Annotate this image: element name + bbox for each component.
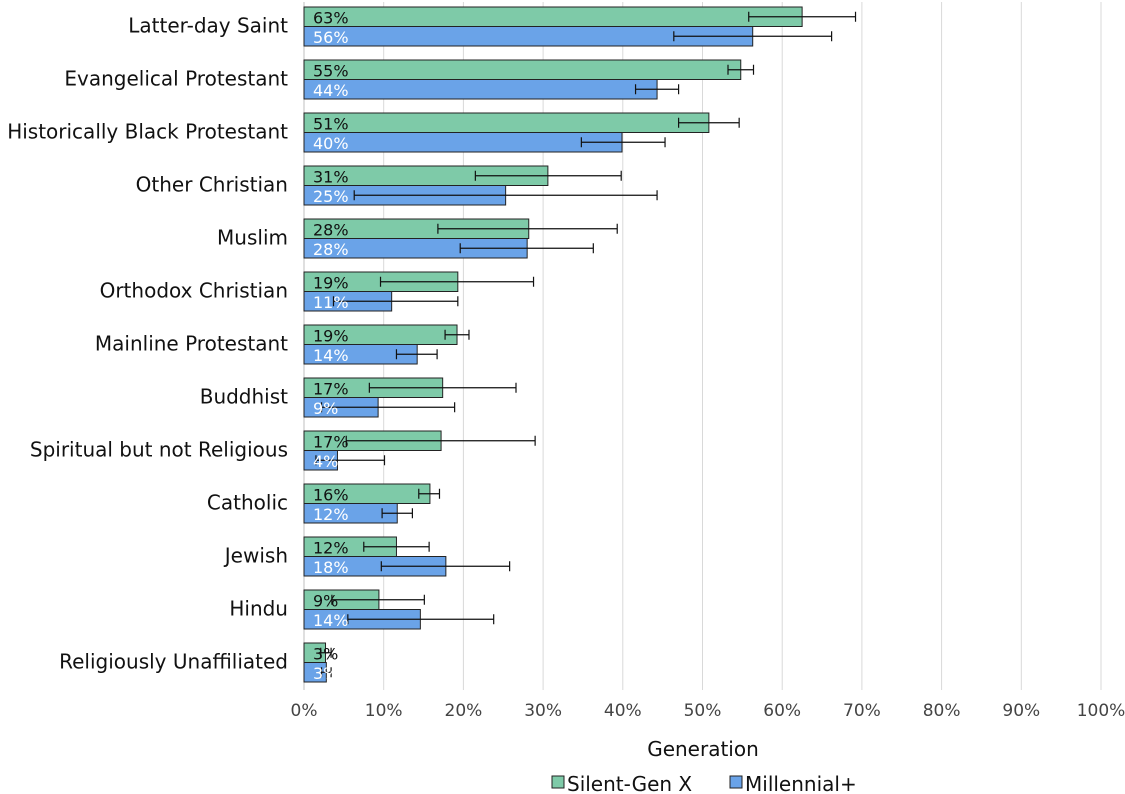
x-tick-label: 30%: [524, 701, 562, 721]
x-tick-label: 10%: [365, 701, 403, 721]
category-label: Historically Black Protestant: [7, 120, 288, 144]
bar-millennial-plus: [303, 132, 623, 153]
value-label: 51%: [313, 115, 349, 134]
category-label: Evangelical Protestant: [64, 67, 288, 91]
bar-silent-gen-x: [303, 59, 742, 80]
value-label: 40%: [313, 134, 349, 153]
legend-swatch: [551, 775, 565, 789]
value-label: 17%: [313, 433, 349, 452]
category-label: Jewish: [223, 544, 288, 568]
x-tick-label: 50%: [684, 701, 722, 721]
error-bars: [315, 11, 857, 678]
x-tick-label: 0%: [291, 701, 318, 721]
value-label: 56%: [313, 28, 349, 47]
x-tick-label: 60%: [763, 701, 801, 721]
bar-silent-gen-x: [303, 6, 803, 27]
value-label: 55%: [313, 62, 349, 81]
value-label: 19%: [313, 327, 349, 346]
value-label: 14%: [313, 346, 349, 365]
value-label: 4%: [313, 452, 338, 471]
category-label: Other Christian: [136, 173, 288, 197]
category-label: Orthodox Christian: [100, 279, 288, 303]
category-label: Mainline Protestant: [95, 332, 288, 356]
category-label: Spiritual but not Religious: [30, 438, 288, 462]
value-label: 17%: [313, 380, 349, 399]
category-label: Buddhist: [200, 385, 288, 409]
value-label: 14%: [313, 611, 349, 630]
x-axis-title: Generation: [647, 737, 759, 761]
x-tick-label: 80%: [923, 701, 961, 721]
category-label: Hindu: [229, 597, 288, 621]
x-tick-labels: 0% 10% 20% 30% 40% 50% 60% 70% 80% 90% 100%: [291, 701, 1125, 721]
bar-silent-gen-x: [303, 112, 710, 133]
value-label: 9%: [313, 592, 338, 611]
value-label: 31%: [313, 168, 349, 187]
x-tick-label: 70%: [843, 701, 881, 721]
value-label: 11%: [313, 293, 349, 312]
value-label: 25%: [313, 187, 349, 206]
x-tick-label: 20%: [445, 701, 483, 721]
category-label: Latter-day Saint: [128, 14, 288, 38]
value-label: 63%: [313, 9, 349, 28]
value-label: 28%: [313, 221, 349, 240]
value-label: 19%: [313, 274, 349, 293]
value-labels: 63%56%55%44%51%40%31%25%28%28%19%11%19%1…: [313, 9, 349, 684]
value-label: 12%: [313, 539, 349, 558]
value-label: 9%: [313, 399, 338, 418]
value-label: 3%: [313, 645, 338, 664]
gridlines: [303, 2, 1102, 690]
bar-millennial-plus: [303, 79, 658, 100]
value-label: 18%: [313, 558, 349, 577]
category-label: Religiously Unaffiliated: [59, 650, 288, 674]
legend: Silent-Gen X Millennial+: [551, 772, 857, 794]
legend-label: Silent-Gen X: [567, 772, 692, 794]
value-label: 44%: [313, 81, 349, 100]
x-tick-label: 40%: [604, 701, 642, 721]
category-label: Catholic: [207, 491, 288, 515]
legend-swatch: [729, 775, 743, 789]
legend-label: Millennial+: [745, 772, 857, 794]
category-label: Muslim: [217, 226, 288, 250]
x-tick-label: 100%: [1077, 701, 1125, 721]
value-label: 16%: [313, 486, 349, 505]
category-labels: Latter-day Saint Evangelical Protestant Hi…: [7, 14, 288, 674]
value-label: 28%: [313, 240, 349, 259]
value-label: 12%: [313, 505, 349, 524]
x-tick-label: 90%: [1002, 701, 1040, 721]
bars: [303, 6, 803, 683]
value-label: 3%: [313, 664, 338, 683]
